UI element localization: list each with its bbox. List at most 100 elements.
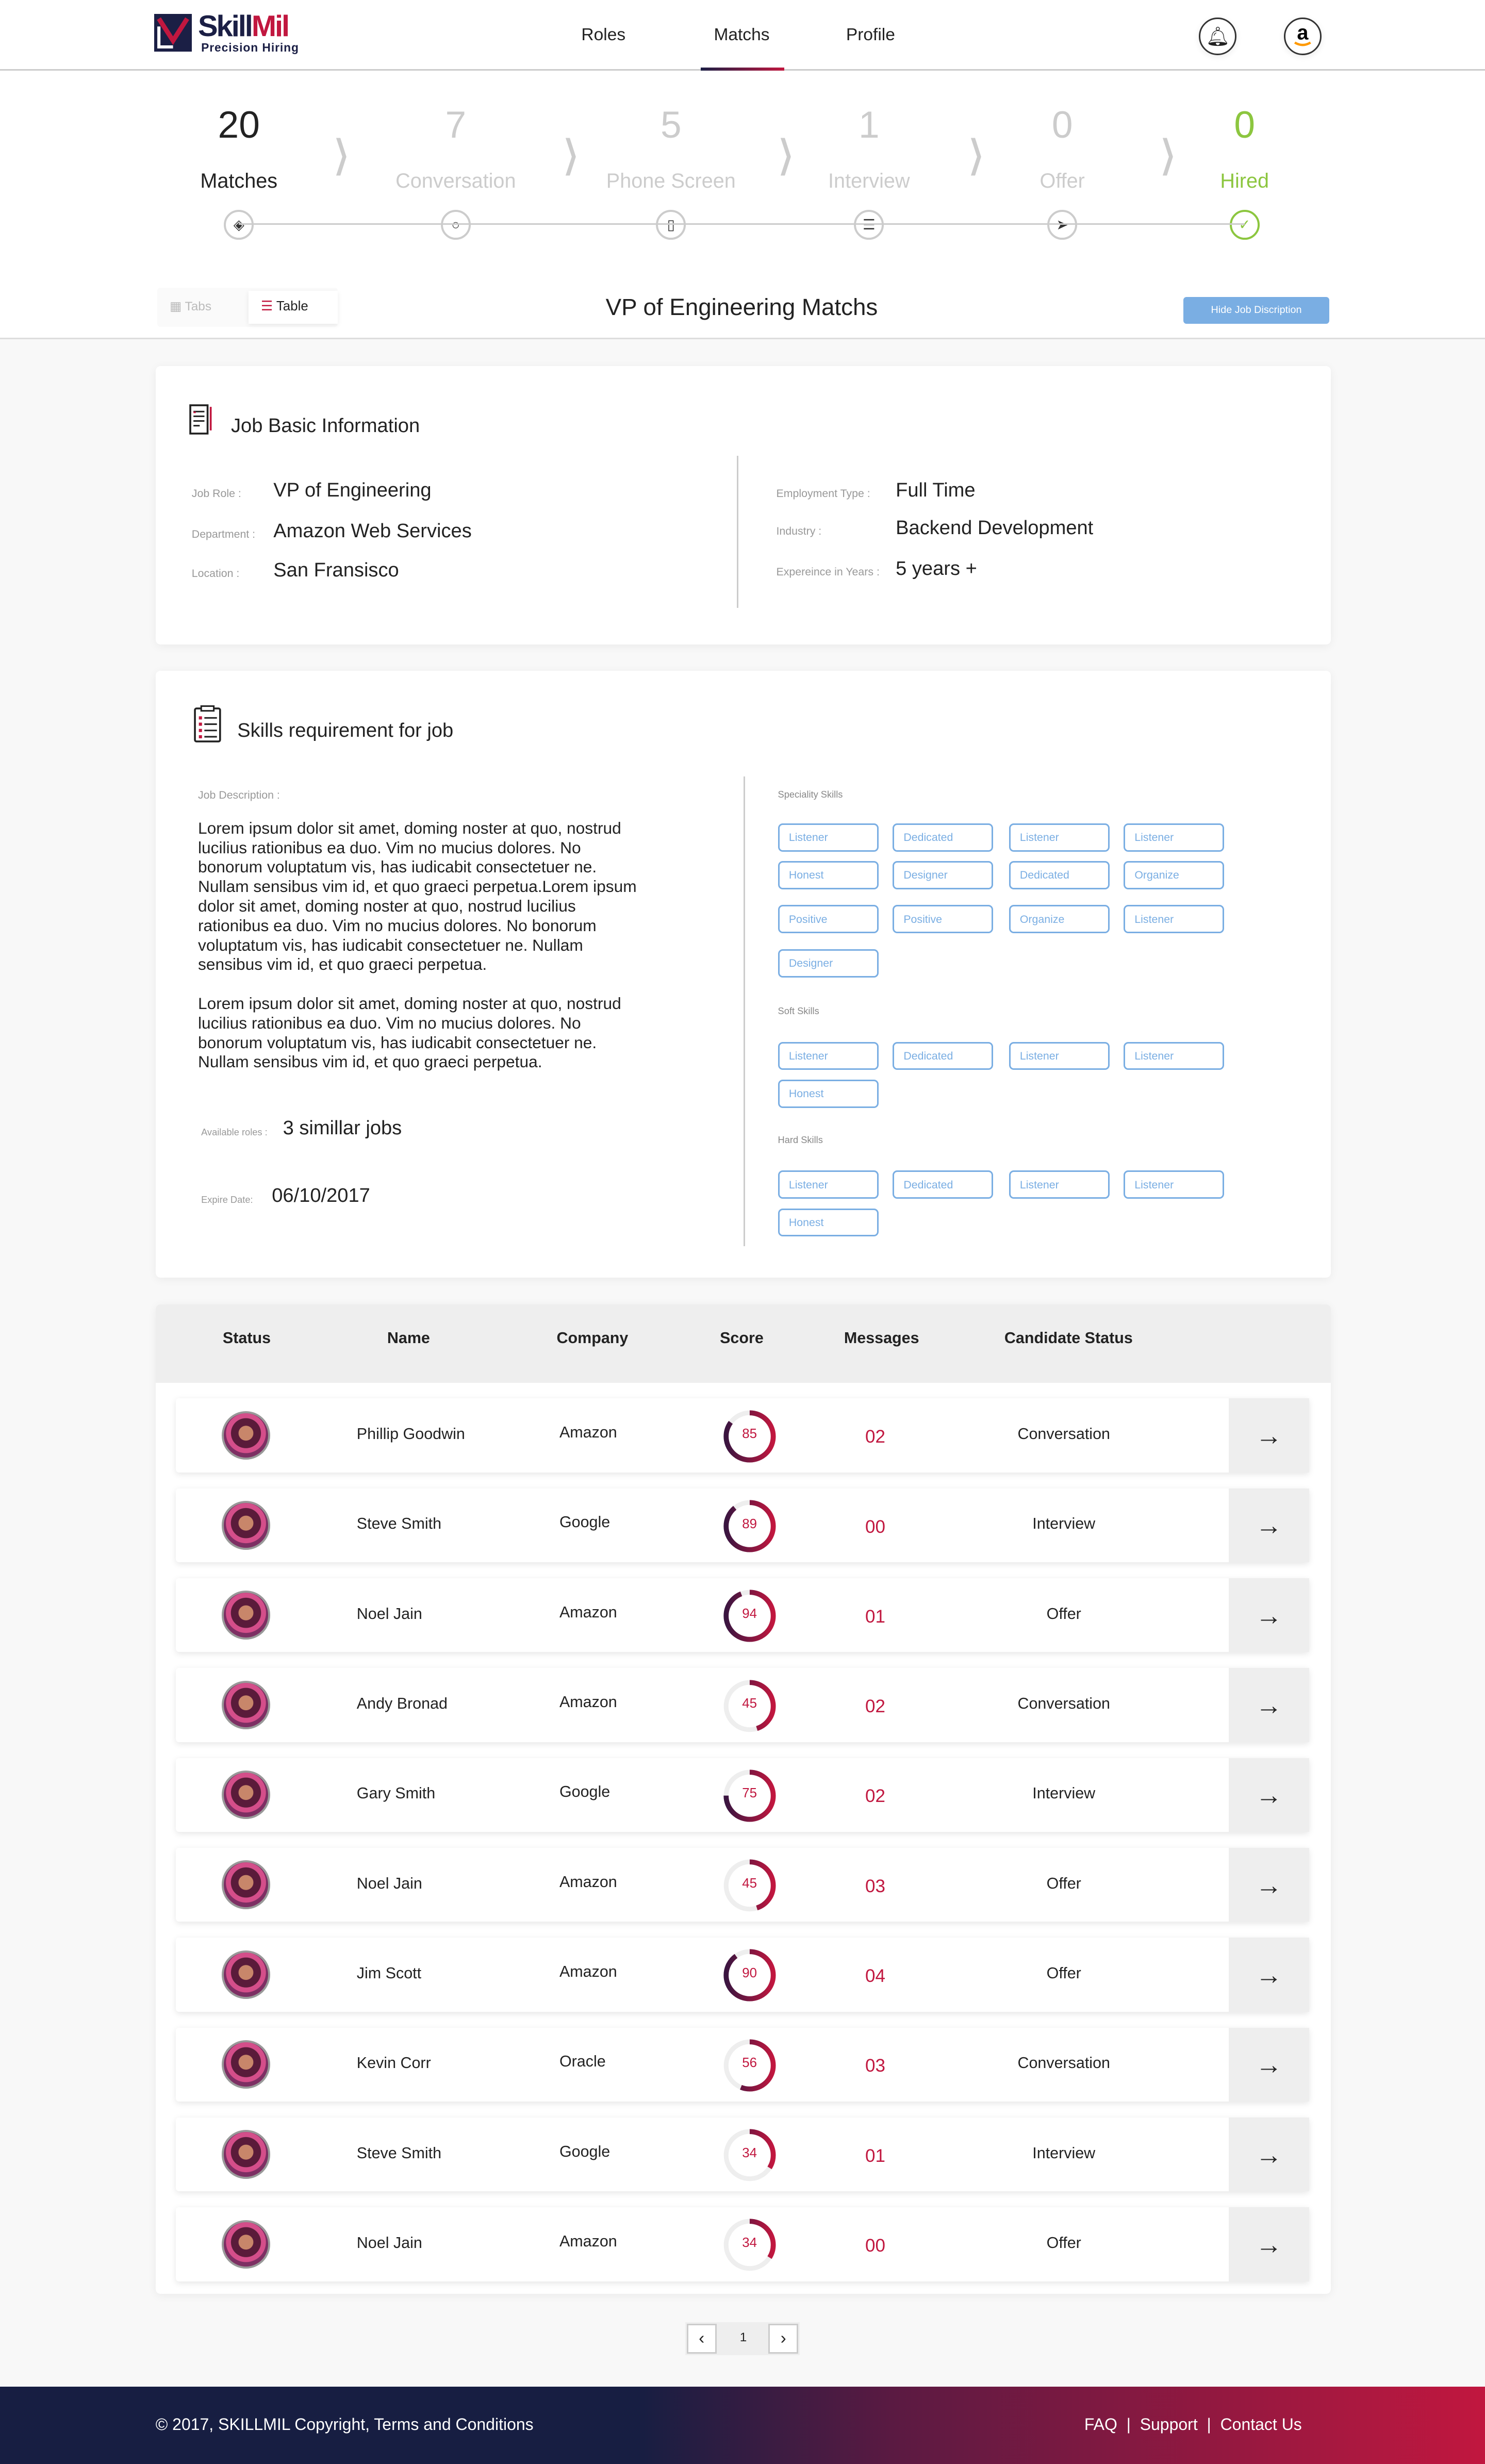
step-icon-button[interactable]: ✓: [1229, 209, 1260, 240]
step-count-conversation[interactable]: 7: [445, 104, 467, 146]
step-count-interview[interactable]: 1: [858, 104, 880, 146]
speciality-skill-chip[interactable]: Listener: [1124, 823, 1225, 852]
column-header-score[interactable]: Score: [720, 1329, 764, 1347]
table-row[interactable]: Phillip Goodwin Amazon 85 02 Conversation →: [176, 1398, 1309, 1473]
speciality-skill-chip[interactable]: Listener: [778, 823, 879, 852]
speciality-skill-chip[interactable]: Honest: [778, 861, 879, 889]
step-count-offer[interactable]: 0: [1051, 104, 1073, 146]
account-avatar[interactable]: a: [1283, 17, 1322, 55]
candidate-name[interactable]: Jim Scott: [356, 1964, 422, 1982]
message-count[interactable]: 01: [865, 1606, 885, 1627]
candidate-name[interactable]: Steve Smith: [356, 1515, 442, 1533]
open-candidate-button[interactable]: →: [1229, 2027, 1309, 2102]
nav-roles[interactable]: Roles: [581, 25, 626, 44]
open-candidate-button[interactable]: →: [1229, 1668, 1309, 1742]
table-row[interactable]: Noel Jain Amazon 45 03 Offer →: [176, 1847, 1309, 1922]
footer-link-support[interactable]: Support: [1140, 2415, 1198, 2434]
step-label-interview[interactable]: Interview: [828, 170, 910, 193]
hard-skill-chip[interactable]: Listener: [1009, 1170, 1110, 1199]
step-count-matches[interactable]: 20: [218, 104, 260, 146]
speciality-skill-chip[interactable]: Listener: [1124, 905, 1225, 934]
column-header-status[interactable]: Status: [222, 1329, 271, 1347]
soft-skill-chip[interactable]: Dedicated: [893, 1041, 994, 1070]
current-page[interactable]: 1: [739, 2330, 747, 2344]
soft-skill-chip[interactable]: Listener: [1124, 1041, 1225, 1070]
message-count[interactable]: 02: [865, 1427, 885, 1447]
table-view-button[interactable]: ☰ Table: [248, 290, 338, 324]
step-label-conversation[interactable]: Conversation: [395, 170, 516, 193]
step-icon-button[interactable]: ➤: [1047, 209, 1078, 240]
message-count[interactable]: 04: [865, 1966, 885, 1987]
speciality-skill-chip[interactable]: Organize: [1124, 861, 1225, 889]
open-candidate-button[interactable]: →: [1229, 2117, 1309, 2192]
candidate-name[interactable]: Gary Smith: [356, 1784, 436, 1802]
soft-skill-chip[interactable]: Listener: [1009, 1041, 1110, 1070]
message-count[interactable]: 01: [865, 2145, 885, 2166]
tabs-view-button[interactable]: ▦ Tabs: [170, 299, 211, 314]
message-count[interactable]: 02: [865, 1696, 885, 1717]
prev-page-button[interactable]: ‹: [686, 2324, 717, 2354]
message-count[interactable]: 00: [865, 2236, 885, 2256]
message-count[interactable]: 03: [865, 2056, 885, 2076]
step-count-phone-screen[interactable]: 5: [660, 104, 682, 146]
step-icon-button[interactable]: ☰: [854, 209, 884, 240]
step-count-hired[interactable]: 0: [1234, 104, 1256, 146]
table-row[interactable]: Steve Smith Google 34 01 Interview →: [176, 2117, 1309, 2192]
message-count[interactable]: 03: [865, 1876, 885, 1896]
hard-skill-chip[interactable]: Listener: [1124, 1170, 1225, 1199]
footer-link-contact[interactable]: Contact Us: [1220, 2415, 1302, 2434]
nav-profile[interactable]: Profile: [846, 25, 895, 44]
notifications-button[interactable]: 🔔︎: [1199, 17, 1237, 55]
table-row[interactable]: Kevin Corr Oracle 56 03 Conversation →: [176, 2027, 1309, 2102]
candidate-name[interactable]: Steve Smith: [356, 2144, 442, 2162]
column-header-candidate-status[interactable]: Candidate Status: [1004, 1329, 1133, 1347]
candidate-name[interactable]: Noel Jain: [356, 2234, 422, 2252]
table-row[interactable]: Steve Smith Google 89 00 Interview →: [176, 1488, 1309, 1562]
step-label-matches[interactable]: Matches: [200, 170, 278, 193]
step-label-phone-screen[interactable]: Phone Screen: [606, 170, 736, 193]
open-candidate-button[interactable]: →: [1229, 1938, 1309, 2012]
table-row[interactable]: Noel Jain Amazon 34 00 Offer →: [176, 2207, 1309, 2281]
step-icon-button[interactable]: ○: [440, 209, 471, 240]
table-row[interactable]: Jim Scott Amazon 90 04 Offer →: [176, 1938, 1309, 2012]
open-candidate-button[interactable]: →: [1229, 1488, 1309, 1562]
soft-skill-chip[interactable]: Honest: [778, 1079, 879, 1108]
open-candidate-button[interactable]: →: [1229, 1847, 1309, 1922]
step-label-hired[interactable]: Hired: [1220, 170, 1269, 193]
nav-matchs[interactable]: Matchs: [714, 25, 770, 44]
speciality-skill-chip[interactable]: Designer: [893, 861, 994, 889]
logo-text[interactable]: SkillMil: [198, 9, 290, 43]
table-row[interactable]: Andy Bronad Amazon 45 02 Conversation →: [176, 1668, 1309, 1742]
table-row[interactable]: Gary Smith Google 75 02 Interview →: [176, 1758, 1309, 1832]
message-count[interactable]: 00: [865, 1516, 885, 1537]
open-candidate-button[interactable]: →: [1229, 1398, 1309, 1473]
column-header-messages[interactable]: Messages: [844, 1329, 919, 1347]
open-candidate-button[interactable]: →: [1229, 1758, 1309, 1832]
step-icon-button[interactable]: ◈: [224, 209, 254, 240]
speciality-skill-chip[interactable]: Dedicated: [893, 823, 994, 852]
open-candidate-button[interactable]: →: [1229, 2207, 1309, 2281]
candidate-name[interactable]: Phillip Goodwin: [356, 1425, 465, 1443]
candidate-name[interactable]: Noel Jain: [356, 1605, 422, 1623]
footer-link-faq[interactable]: FAQ: [1084, 2415, 1117, 2434]
speciality-skill-chip[interactable]: Designer: [778, 949, 879, 978]
speciality-skill-chip[interactable]: Positive: [893, 905, 994, 934]
speciality-skill-chip[interactable]: Organize: [1009, 905, 1110, 934]
candidate-name[interactable]: Kevin Corr: [356, 2054, 431, 2072]
hard-skill-chip[interactable]: Honest: [778, 1208, 879, 1237]
speciality-skill-chip[interactable]: Positive: [778, 905, 879, 934]
speciality-skill-chip[interactable]: Dedicated: [1009, 861, 1110, 889]
hard-skill-chip[interactable]: Dedicated: [893, 1170, 994, 1199]
soft-skill-chip[interactable]: Listener: [778, 1041, 879, 1070]
step-label-offer[interactable]: Offer: [1040, 170, 1085, 193]
candidate-name[interactable]: Andy Bronad: [356, 1695, 448, 1713]
next-page-button[interactable]: ›: [768, 2324, 799, 2354]
hard-skill-chip[interactable]: Listener: [778, 1170, 879, 1199]
hide-job-description-button[interactable]: Hide Job Discription: [1183, 296, 1330, 324]
available-roles-value[interactable]: 3 simillar jobs: [283, 1117, 402, 1139]
step-icon-button[interactable]: ▯: [656, 209, 686, 240]
column-header-company[interactable]: Company: [556, 1329, 629, 1347]
message-count[interactable]: 02: [865, 1786, 885, 1807]
candidate-name[interactable]: Noel Jain: [356, 1874, 422, 1892]
speciality-skill-chip[interactable]: Listener: [1009, 823, 1110, 852]
